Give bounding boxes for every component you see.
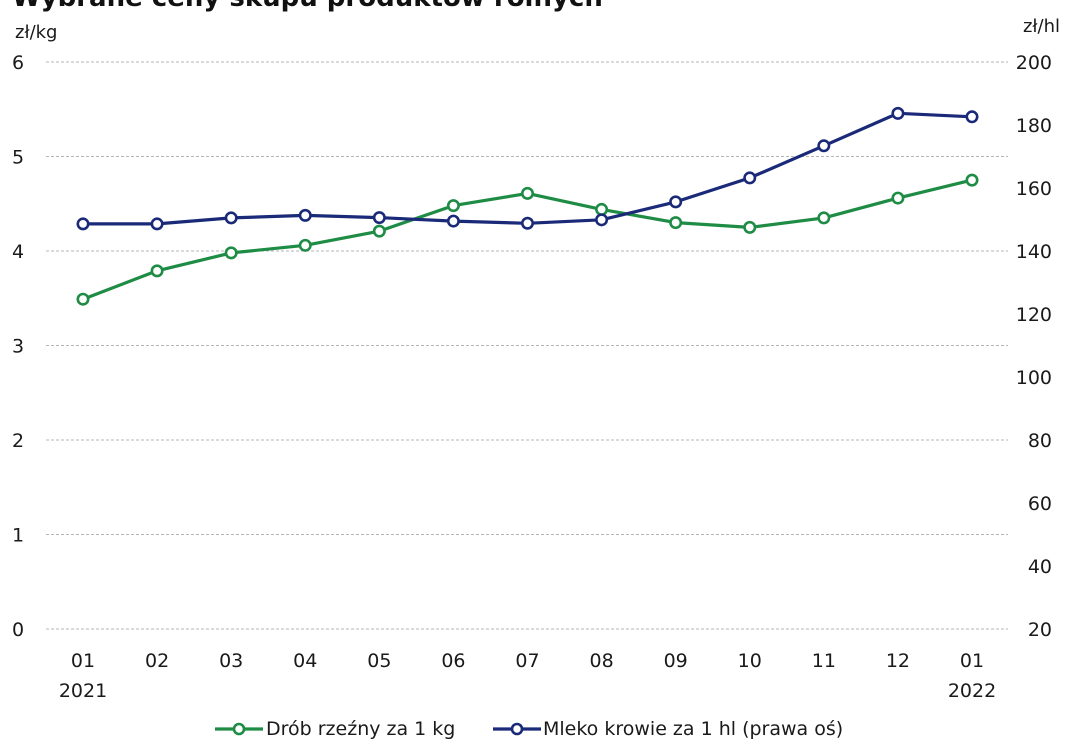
left-axis-tick-label: 4	[12, 241, 24, 263]
data-point	[150, 264, 164, 278]
legend-swatch-marker	[510, 722, 524, 736]
data-point	[595, 202, 609, 216]
data-point	[743, 171, 757, 185]
legend-item: Drób rzeźny za 1 kg	[215, 718, 455, 740]
data-point	[817, 211, 831, 225]
data-point	[446, 214, 460, 228]
x-axis-tick-label: 03	[219, 650, 243, 672]
x-axis-tick-label: 11	[812, 650, 836, 672]
data-point	[669, 195, 683, 209]
left-axis-tick-label: 6	[12, 52, 24, 74]
left-axis-unit: zł/kg	[15, 22, 57, 43]
data-point	[965, 110, 979, 124]
legend-label: Drób rzeźny za 1 kg	[266, 718, 455, 740]
x-axis-tick-label: 06	[441, 650, 465, 672]
right-axis-tick-label: 160	[1016, 178, 1052, 200]
data-point	[520, 216, 534, 230]
x-axis-tick-label: 10	[738, 650, 762, 672]
data-point	[76, 217, 90, 231]
right-axis-tick-label: 140	[1016, 241, 1052, 263]
data-point	[372, 224, 386, 238]
data-point	[224, 246, 238, 260]
data-point	[965, 173, 979, 187]
data-point	[224, 211, 238, 225]
right-axis-tick-label: 20	[1028, 619, 1052, 641]
data-point	[669, 216, 683, 230]
data-point	[298, 238, 312, 252]
chart-title: Wybrane ceny skupu produktów rolnych	[12, 0, 603, 13]
series-lines	[76, 106, 979, 306]
x-axis-tick-label: 08	[589, 650, 613, 672]
legend: Drób rzeźny za 1 kg Mleko krowie za 1 hl …	[215, 718, 843, 740]
x-axis-year-label: 2021	[59, 680, 107, 702]
x-axis-tick-label: 09	[664, 650, 688, 672]
data-point	[595, 213, 609, 227]
legend-swatch-marker	[232, 722, 246, 736]
x-axis-tick-label: 04	[293, 650, 317, 672]
data-point	[520, 186, 534, 200]
x-axis-tick-label: 01	[960, 650, 984, 672]
right-axis-tick-label: 180	[1016, 115, 1052, 137]
data-point	[76, 292, 90, 306]
left-axis-tick-label: 3	[12, 336, 24, 358]
right-axis-tick-label: 100	[1016, 367, 1052, 389]
data-point	[891, 106, 905, 120]
left-axis-tick-label: 0	[12, 619, 24, 641]
x-axis-year-label: 2022	[948, 680, 996, 702]
data-point	[446, 199, 460, 213]
x-axis-tick-label: 07	[515, 650, 539, 672]
series-2	[76, 106, 979, 231]
data-point	[817, 139, 831, 153]
right-axis-tick-label: 120	[1016, 304, 1052, 326]
left-axis-tick-label: 1	[12, 525, 24, 547]
right-axis-tick-label: 200	[1016, 52, 1052, 74]
right-axis-unit: zł/hl	[1023, 16, 1060, 37]
gridlines	[46, 61, 1008, 630]
data-point	[743, 220, 757, 234]
data-point	[891, 191, 905, 205]
legend-label: Mleko krowie za 1 hl (prawa oś)	[543, 718, 843, 740]
x-axis-tick-label: 05	[367, 650, 391, 672]
x-axis-tick-label: 02	[145, 650, 169, 672]
series-1	[76, 173, 979, 306]
legend-item: Mleko krowie za 1 hl (prawa oś)	[493, 718, 843, 740]
data-point	[298, 208, 312, 222]
axes: Wybrane ceny skupu produktów rolnych0123…	[12, 0, 1060, 702]
series-line	[81, 111, 974, 226]
left-axis-tick-label: 5	[12, 147, 24, 169]
right-axis-tick-label: 40	[1028, 556, 1052, 578]
x-axis-tick-label: 01	[71, 650, 95, 672]
x-axis-tick-label: 12	[886, 650, 910, 672]
right-axis-tick-label: 60	[1028, 493, 1052, 515]
right-axis-tick-label: 80	[1028, 430, 1052, 452]
data-point	[372, 211, 386, 225]
left-axis-tick-label: 2	[12, 430, 24, 452]
data-point	[150, 217, 164, 231]
